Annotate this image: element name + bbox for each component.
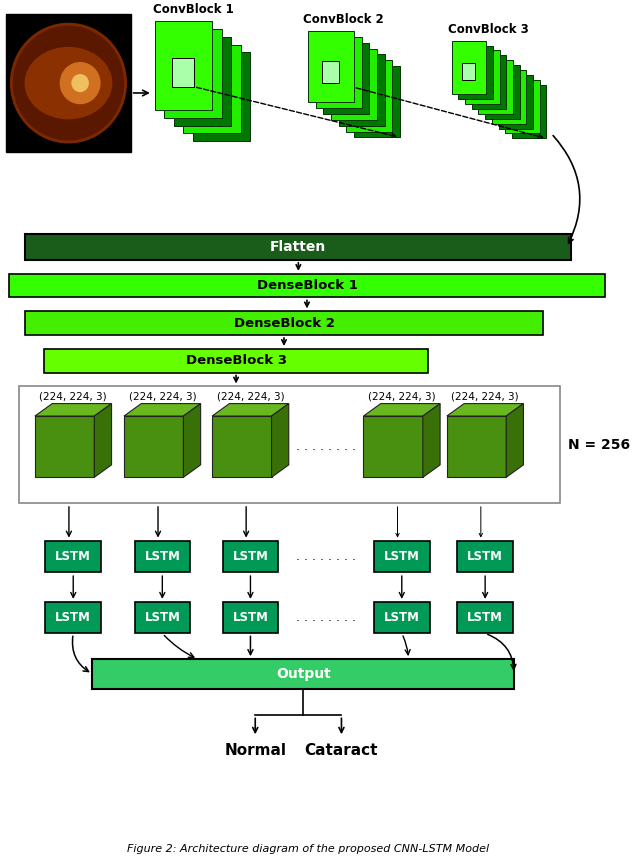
Bar [45, 541, 101, 572]
Bar [223, 541, 278, 572]
Text: LSTM: LSTM [467, 550, 503, 562]
Text: (224, 224, 3): (224, 224, 3) [216, 391, 284, 401]
Bar [465, 50, 499, 104]
Text: LSTM: LSTM [55, 550, 91, 562]
Polygon shape [94, 403, 111, 477]
Bar [316, 36, 362, 108]
Circle shape [60, 62, 100, 105]
Bar [134, 541, 190, 572]
Bar [472, 55, 506, 109]
Text: LSTM: LSTM [145, 550, 180, 562]
Bar [9, 274, 605, 297]
Polygon shape [447, 403, 524, 416]
Bar [19, 386, 560, 503]
Text: Flatten: Flatten [270, 240, 326, 254]
Bar [193, 53, 250, 142]
Text: LSTM: LSTM [232, 611, 268, 624]
Text: LSTM: LSTM [384, 611, 420, 624]
Polygon shape [212, 403, 289, 416]
Ellipse shape [24, 47, 113, 119]
Bar [458, 541, 513, 572]
Text: Output: Output [276, 667, 330, 681]
Bar [354, 67, 400, 137]
Bar [331, 48, 377, 119]
Text: (224, 224, 3): (224, 224, 3) [368, 391, 436, 401]
Text: . . . . . . . .: . . . . . . . . [296, 440, 356, 454]
Bar [172, 58, 194, 86]
Bar [223, 602, 278, 633]
Text: (224, 224, 3): (224, 224, 3) [40, 391, 107, 401]
Text: LSTM: LSTM [55, 611, 91, 624]
Bar [462, 63, 475, 80]
Bar [45, 602, 101, 633]
Bar [447, 416, 506, 477]
Bar [35, 416, 94, 477]
Bar [155, 21, 212, 110]
Text: (224, 224, 3): (224, 224, 3) [451, 391, 519, 401]
Polygon shape [35, 403, 111, 416]
Circle shape [10, 22, 127, 143]
Text: ConvBlock 1: ConvBlock 1 [152, 3, 234, 16]
Bar [164, 29, 221, 118]
Bar [26, 311, 543, 335]
Bar [452, 41, 486, 94]
Bar [512, 85, 547, 138]
Bar [124, 416, 184, 477]
Text: LSTM: LSTM [232, 550, 268, 562]
Polygon shape [364, 403, 440, 416]
Text: ConvBlock 3: ConvBlock 3 [447, 22, 529, 35]
Polygon shape [184, 403, 200, 477]
Bar [323, 42, 369, 114]
Text: N = 256: N = 256 [568, 438, 630, 452]
Bar [364, 416, 423, 477]
Bar [339, 54, 385, 125]
Text: LSTM: LSTM [467, 611, 503, 624]
Bar [212, 416, 271, 477]
Bar [505, 80, 540, 133]
Text: DenseBlock 3: DenseBlock 3 [186, 354, 287, 367]
Bar [6, 14, 131, 152]
Bar [479, 60, 513, 114]
Bar [492, 70, 526, 124]
Text: Cataract: Cataract [305, 743, 378, 758]
Bar [92, 659, 514, 689]
Bar [174, 36, 231, 125]
Bar [322, 60, 339, 83]
Circle shape [72, 74, 89, 92]
Text: (224, 224, 3): (224, 224, 3) [129, 391, 196, 401]
Bar [45, 349, 428, 372]
Bar [308, 31, 354, 102]
Bar [374, 541, 429, 572]
Text: DenseBlock 2: DenseBlock 2 [234, 317, 335, 330]
Text: Normal: Normal [224, 743, 286, 758]
Bar [374, 602, 429, 633]
Bar [499, 75, 533, 129]
Bar [26, 234, 572, 260]
Bar [458, 46, 493, 98]
Text: LSTM: LSTM [145, 611, 180, 624]
Bar [134, 602, 190, 633]
Text: Figure 2: Architecture diagram of the proposed CNN-LSTM Model: Figure 2: Architecture diagram of the pr… [127, 844, 489, 854]
Text: ConvBlock 2: ConvBlock 2 [303, 13, 384, 26]
Text: DenseBlock 1: DenseBlock 1 [257, 279, 357, 292]
Bar [485, 66, 520, 118]
Bar [346, 60, 392, 131]
Circle shape [13, 26, 124, 141]
Bar [184, 45, 241, 133]
Polygon shape [124, 403, 200, 416]
Polygon shape [271, 403, 289, 477]
Text: . . . . . . . .: . . . . . . . . [296, 550, 356, 562]
Polygon shape [423, 403, 440, 477]
Text: . . . . . . . .: . . . . . . . . [296, 611, 356, 624]
Polygon shape [506, 403, 524, 477]
Text: LSTM: LSTM [384, 550, 420, 562]
Bar [458, 602, 513, 633]
